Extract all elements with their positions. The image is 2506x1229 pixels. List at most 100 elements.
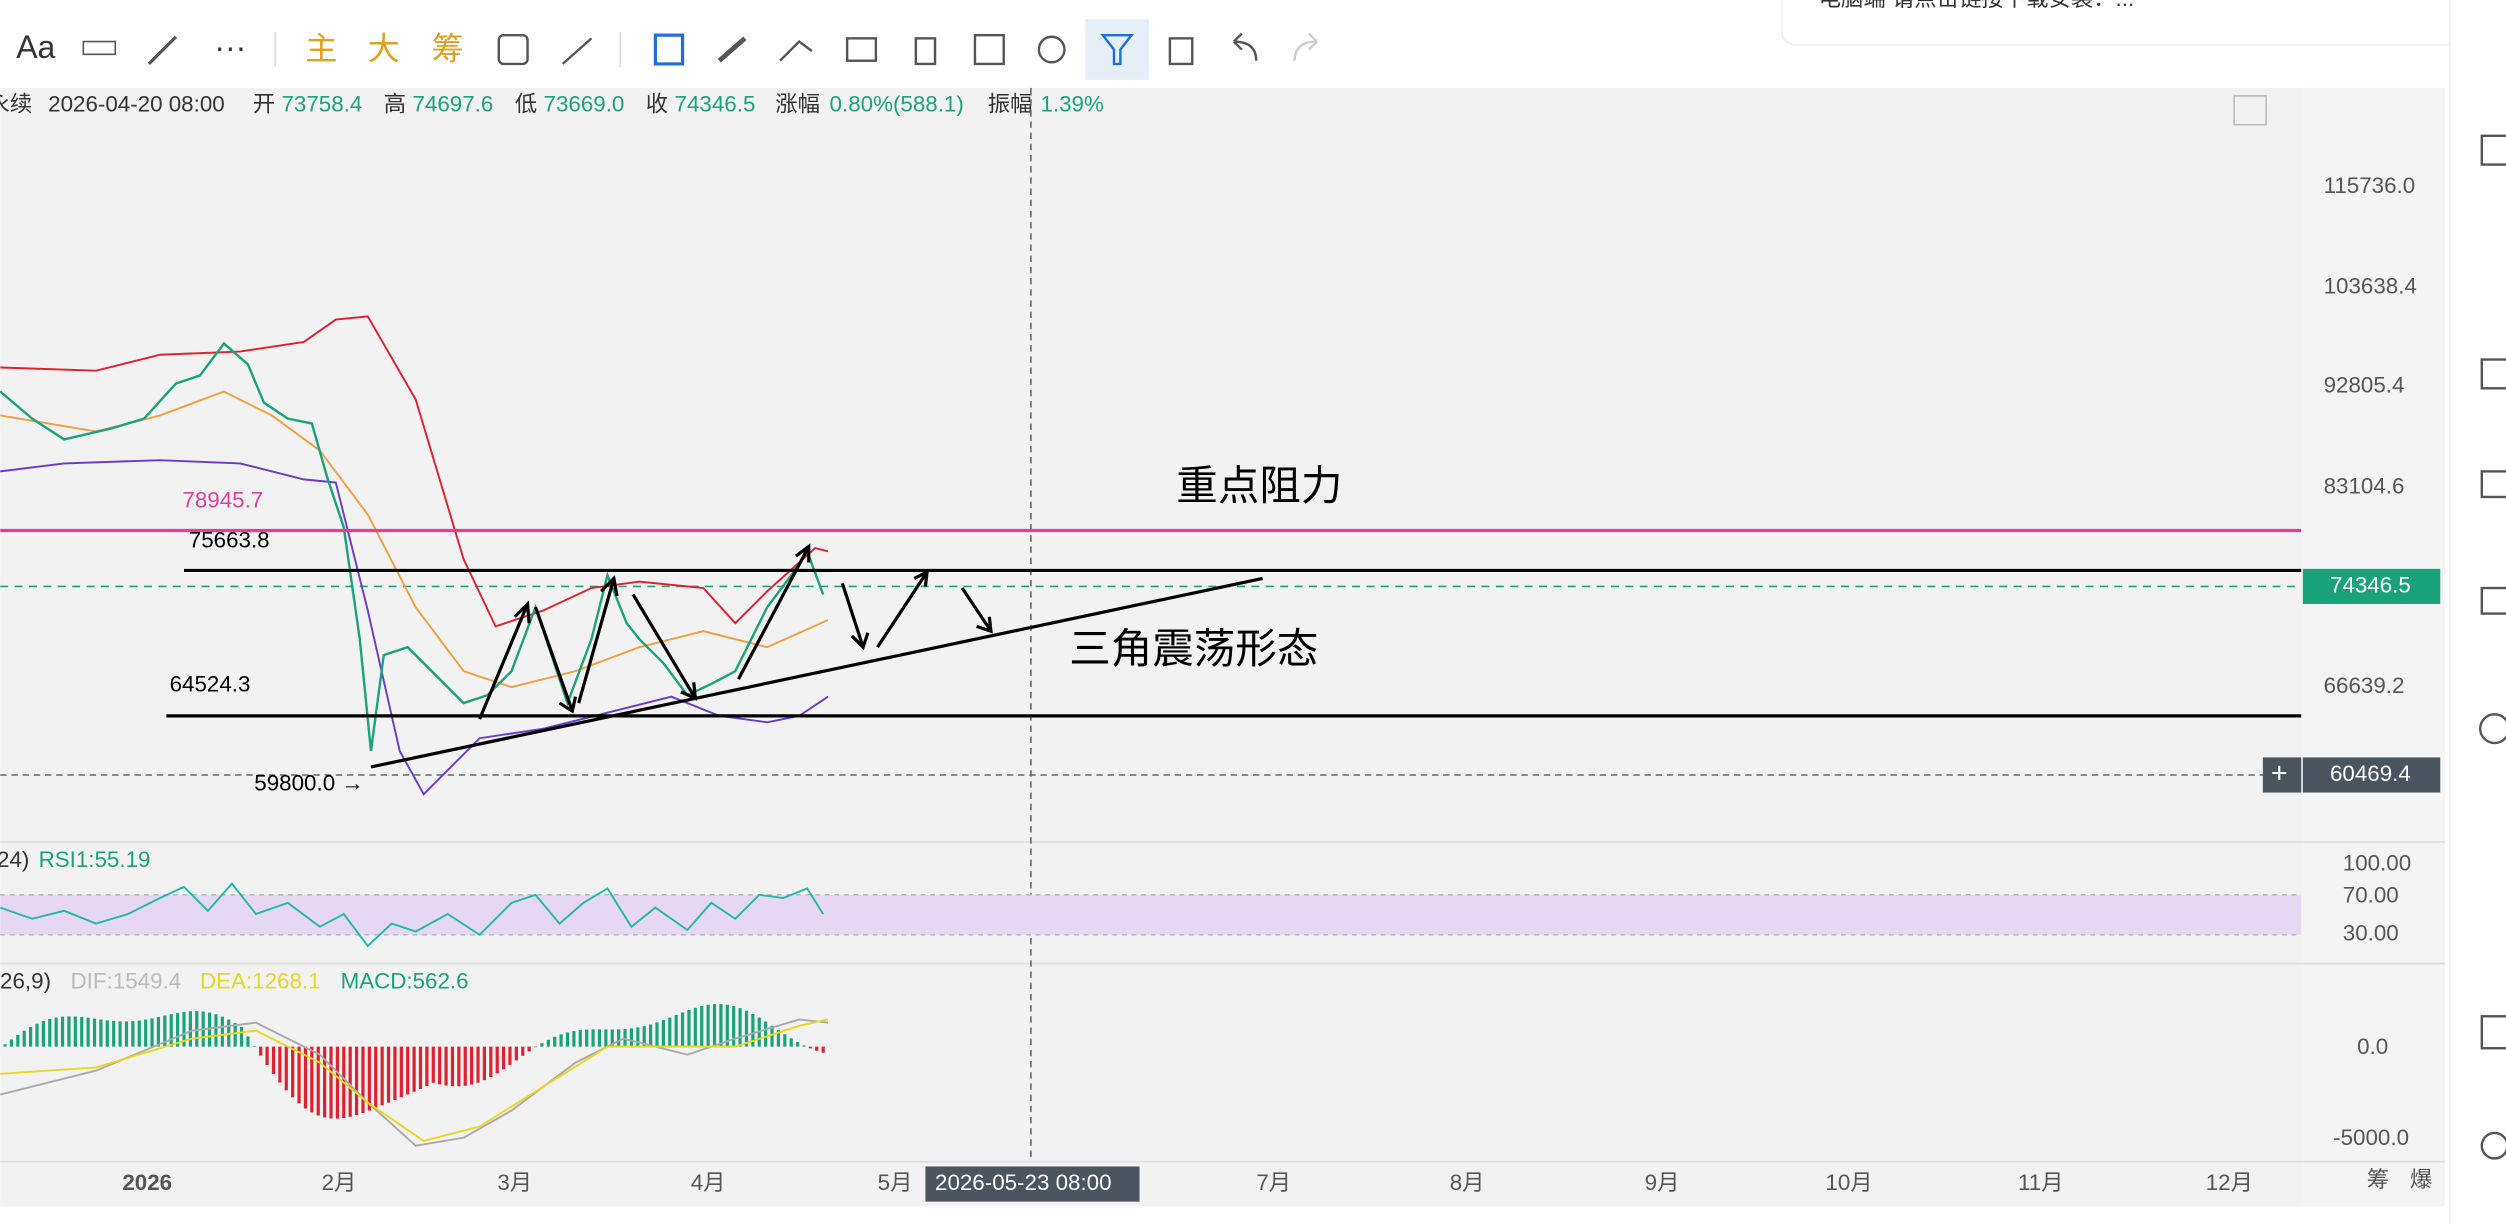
info-bar: 永续 2026-04-20 08:00 开 73758.4 高 74697.6 … xyxy=(0,91,1104,116)
time-label: 11月 xyxy=(2018,1170,2064,1195)
price-label: 83104.6 xyxy=(2324,473,2405,498)
time-label: 7月 xyxy=(1256,1170,1291,1195)
histogram-bar xyxy=(783,1034,786,1046)
histogram-bar xyxy=(265,1047,268,1065)
crosshair-price: 60469.4 xyxy=(2330,761,2411,786)
annotation: 重点阻力 xyxy=(1176,462,1342,509)
crosshair-time: 2026-05-23 08:00 xyxy=(935,1170,1112,1195)
histogram-bar xyxy=(16,1035,19,1047)
histogram-bar xyxy=(796,1042,799,1047)
histogram-bar xyxy=(540,1043,543,1046)
histogram-bar xyxy=(246,1036,249,1046)
histogram-bar xyxy=(55,1018,58,1047)
histogram-bar xyxy=(355,1047,358,1115)
histogram-bar xyxy=(457,1047,460,1087)
histogram-bar xyxy=(176,1013,179,1047)
level-label: 64524.3 xyxy=(170,671,251,696)
sidebar xyxy=(2450,0,2506,1224)
histogram-bar xyxy=(662,1020,665,1047)
macd-value: MACD:562.6 xyxy=(341,969,469,994)
histogram-bar xyxy=(438,1047,441,1085)
time-label: 9月 xyxy=(1645,1170,1680,1195)
chips-tab[interactable]: 筹 xyxy=(2367,1167,2389,1192)
histogram-bar xyxy=(681,1012,684,1046)
histogram-bar xyxy=(694,1008,697,1047)
histogram-bar xyxy=(214,1014,217,1046)
histogram-bar xyxy=(336,1047,339,1119)
histogram-bar xyxy=(35,1024,38,1047)
value: 73758.4 xyxy=(281,91,362,116)
histogram-bar xyxy=(368,1047,371,1111)
annotation: 三角震荡形态 xyxy=(1069,625,1318,672)
rsi-value: RSI1:55.19 xyxy=(39,847,151,872)
histogram-bar xyxy=(208,1013,211,1047)
chips-button[interactable]: 筹 xyxy=(432,31,464,67)
histogram-bar xyxy=(144,1020,147,1047)
histogram-bar xyxy=(515,1047,518,1061)
histogram-bar xyxy=(630,1028,633,1046)
histogram-bar xyxy=(10,1039,13,1046)
level-label: 75663.8 xyxy=(189,528,270,553)
label: 开 xyxy=(253,91,275,116)
rsi-axis: 100.00 xyxy=(2343,850,2411,875)
histogram-bar xyxy=(521,1047,524,1056)
histogram-bar xyxy=(87,1018,90,1047)
histogram-bar xyxy=(221,1017,224,1047)
active-tool[interactable] xyxy=(1085,19,1149,80)
histogram-bar xyxy=(118,1021,121,1046)
histogram-bar xyxy=(329,1047,332,1119)
histogram-bar xyxy=(150,1018,153,1046)
histogram-bar xyxy=(272,1047,275,1074)
histogram-bar xyxy=(189,1011,192,1046)
histogram-bar xyxy=(157,1017,160,1047)
histogram-bar xyxy=(687,1010,690,1047)
histogram-bar xyxy=(374,1047,377,1108)
histogram-bar xyxy=(560,1034,563,1046)
level-label: 78945.7 xyxy=(182,488,263,513)
histogram-bar xyxy=(604,1029,607,1046)
histogram-bar xyxy=(738,1008,741,1047)
main-button[interactable]: 主 xyxy=(305,31,337,67)
price-label: 92805.4 xyxy=(2324,373,2405,398)
add-icon[interactable]: + xyxy=(2271,758,2288,790)
label: 高 xyxy=(384,91,406,116)
histogram-bar xyxy=(809,1047,812,1049)
histogram-bar xyxy=(29,1027,32,1047)
histogram-bar xyxy=(483,1047,486,1081)
burst-tab[interactable]: 爆 xyxy=(2410,1167,2432,1192)
histogram-bar xyxy=(387,1047,390,1103)
price-label: 115736.0 xyxy=(2324,173,2416,198)
histogram-bar xyxy=(591,1029,594,1046)
histogram-bar xyxy=(655,1022,658,1046)
histogram-bar xyxy=(489,1047,492,1077)
histogram-bar xyxy=(285,1047,288,1091)
font-button[interactable]: Aa xyxy=(16,29,55,65)
histogram-bar xyxy=(476,1047,479,1083)
histogram-bar xyxy=(764,1022,767,1047)
histogram-bar xyxy=(713,1004,716,1047)
histogram-bar xyxy=(349,1047,352,1117)
histogram-bar xyxy=(317,1047,320,1116)
histogram-bar xyxy=(42,1021,45,1047)
histogram-bar xyxy=(138,1020,141,1046)
rsi-axis: 30.00 xyxy=(2343,921,2399,946)
symbol: 永续 xyxy=(0,91,32,116)
histogram-bar xyxy=(496,1047,499,1074)
label: 收 xyxy=(646,91,668,116)
big-button[interactable]: 大 xyxy=(368,31,400,67)
histogram-bar xyxy=(579,1030,582,1046)
histogram-bar xyxy=(508,1047,511,1065)
time-label: 5月 xyxy=(878,1170,913,1195)
histogram-bar xyxy=(297,1047,300,1104)
current-price: 74346.5 xyxy=(2330,572,2411,597)
value: 1.39% xyxy=(1040,91,1104,116)
histogram-bar xyxy=(3,1044,6,1046)
histogram-bar xyxy=(406,1047,409,1095)
icon[interactable]: ··· xyxy=(214,29,246,65)
histogram-bar xyxy=(125,1021,128,1046)
rsi-params: 24) xyxy=(0,847,29,872)
histogram-bar xyxy=(234,1023,237,1047)
histogram-bar xyxy=(310,1047,313,1113)
histogram-bar xyxy=(528,1047,531,1052)
histogram-bar xyxy=(470,1047,473,1085)
